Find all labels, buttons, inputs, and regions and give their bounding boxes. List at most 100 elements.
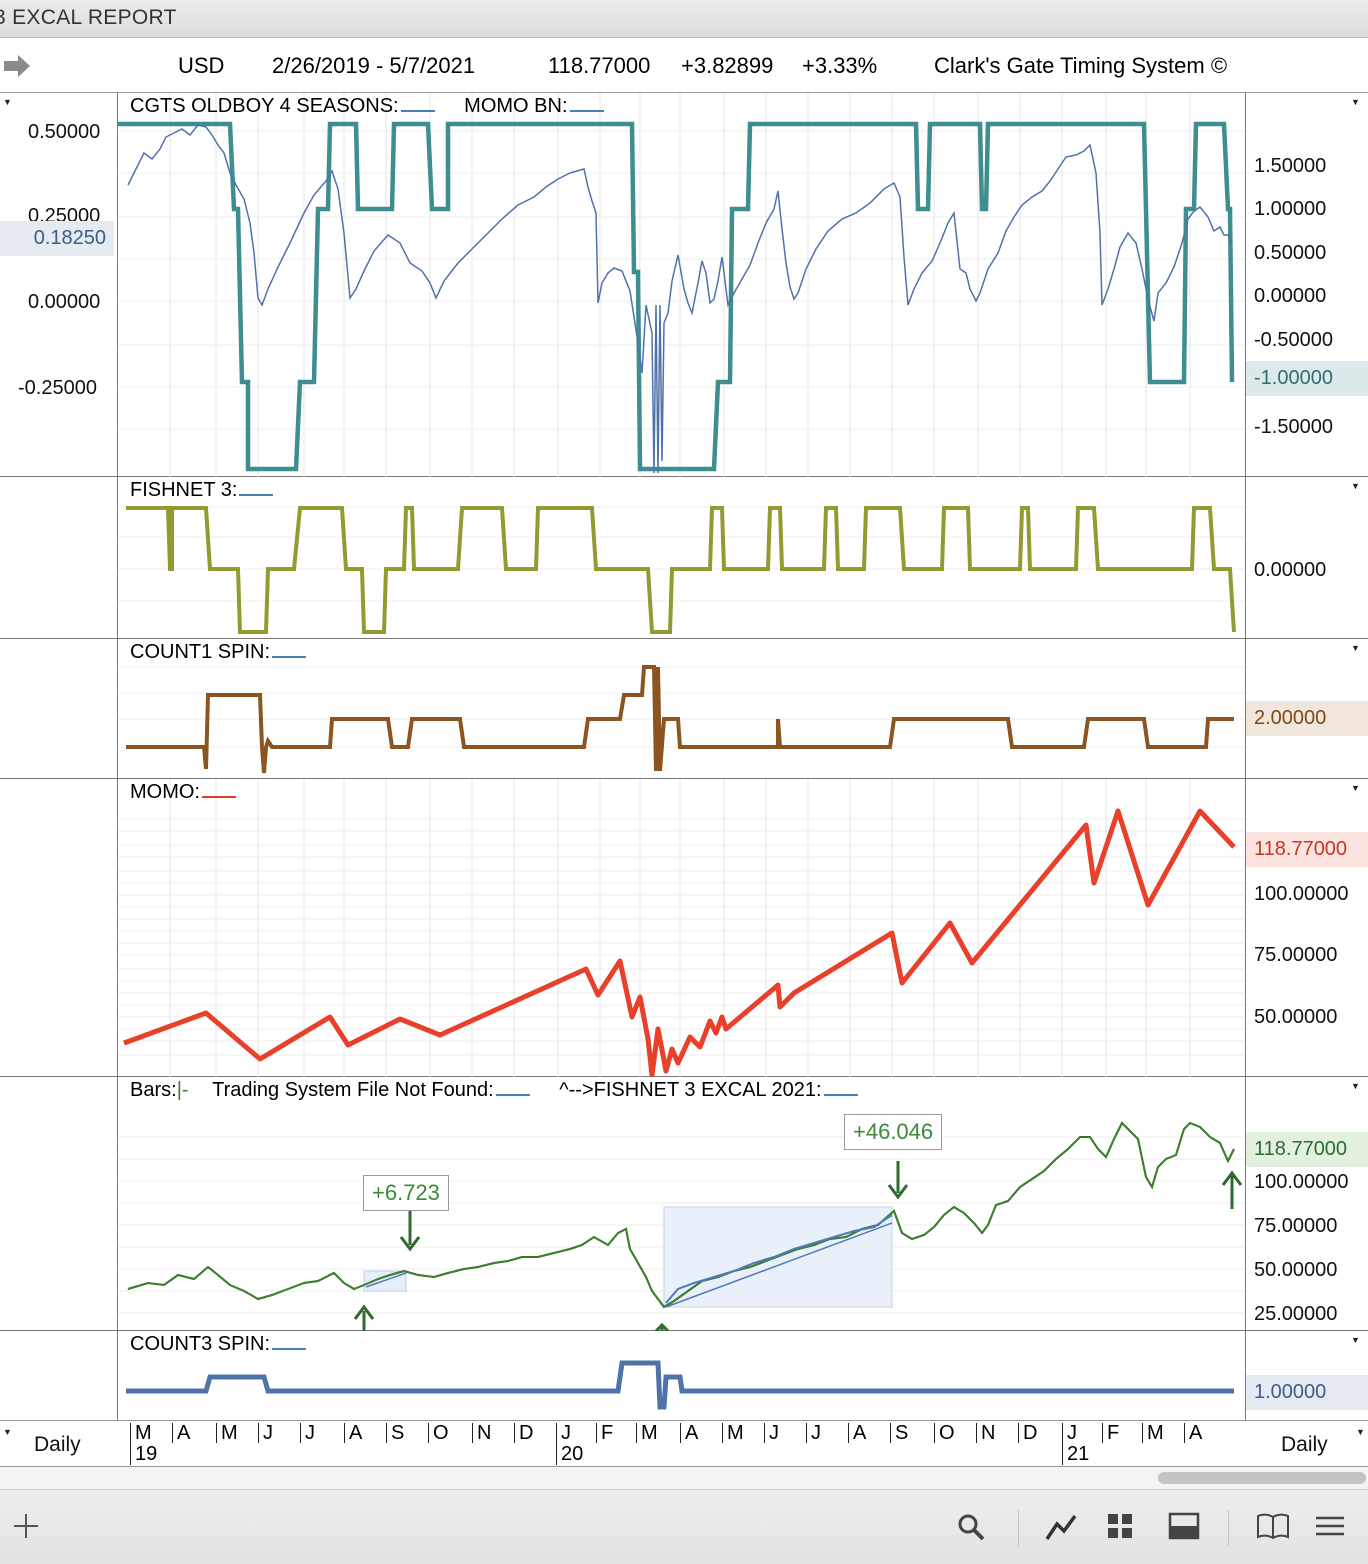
left-axis-tick: -0.25000 — [18, 377, 97, 399]
fishnet-label: FISHNET 3: — [130, 479, 238, 501]
oldboy-chart — [118, 93, 1245, 477]
pane-momo-label: MOMO: — [130, 781, 236, 804]
horizontal-scrollbar[interactable] — [0, 1467, 1368, 1489]
year-tick: 20 — [556, 1443, 583, 1465]
month-tick: D — [514, 1423, 533, 1443]
time-axis: ▼ Daily ▼ Daily M A M J J A S O N D J F … — [0, 1421, 1368, 1467]
right-axis-tick: 0.50000 — [1254, 242, 1327, 264]
pane-count1-label: COUNT1 SPIN: — [130, 641, 307, 664]
pane-menu-right-icon[interactable]: ▼ — [1351, 643, 1360, 653]
month-tick: N — [472, 1423, 491, 1443]
right-value-tag: 118.77000 — [1246, 1132, 1368, 1167]
year-tick: 19 — [130, 1443, 157, 1465]
menu-icon[interactable] — [1314, 1512, 1346, 1540]
right-value-tag: -1.00000 — [1246, 361, 1368, 396]
axis-menu-left-icon[interactable]: ▼ — [3, 1427, 12, 1437]
search-icon[interactable] — [956, 1512, 986, 1542]
toolbar-divider — [1018, 1510, 1019, 1546]
count3-chart — [126, 1360, 1234, 1410]
month-tick: A — [680, 1423, 698, 1443]
right-axis-tick: 50.00000 — [1254, 1006, 1338, 1028]
right-value-tag: 118.77000 — [1246, 832, 1368, 867]
price-bars-chart — [118, 1121, 1245, 1331]
panel-icon[interactable] — [1168, 1512, 1200, 1540]
pane-oldboy[interactable]: ▼ ▼ CGTS OLDBOY 4 SEASONS: MOMO BN: 0.50… — [0, 93, 1368, 477]
period-selector-right[interactable]: Daily — [1281, 1433, 1328, 1456]
month-tick: F — [596, 1423, 613, 1443]
right-axis-tick: -0.50000 — [1254, 329, 1333, 351]
down-arrow-icon — [887, 1161, 909, 1200]
grid-icon[interactable] — [1106, 1512, 1134, 1540]
add-icon[interactable] — [12, 1512, 40, 1540]
month-tick: A — [344, 1423, 362, 1443]
period-selector-left[interactable]: Daily — [34, 1433, 81, 1456]
pane-menu-left-icon[interactable]: ▼ — [3, 97, 12, 107]
month-tick: M — [1142, 1423, 1164, 1443]
right-axis-tick: 1.50000 — [1254, 155, 1327, 177]
line-chart-icon[interactable] — [1044, 1512, 1078, 1542]
count1-label: COUNT1 SPIN: — [130, 641, 271, 663]
oldboy-value-blank — [400, 96, 435, 112]
momo-bn-line — [127, 124, 1233, 474]
last-price: 118.77000 — [548, 53, 651, 78]
oldboy-seasons-line — [118, 121, 1235, 472]
pane-fishnet[interactable]: ▼ FISHNET 3: 0.00000 — [0, 477, 1368, 639]
month-tick: M — [636, 1423, 658, 1443]
pane-momo[interactable]: ▼ MOMO: 118.77000 100.00000 75.00000 50 — [0, 779, 1368, 1077]
month-tick: S — [386, 1423, 404, 1443]
right-axis-tick: 75.00000 — [1254, 1215, 1338, 1237]
bottom-toolbar — [0, 1489, 1368, 1564]
title-bar: 3 EXCAL REPORT — [0, 0, 1368, 38]
month-tick: A — [1184, 1423, 1202, 1443]
bars-style-value[interactable]: |- — [176, 1079, 189, 1101]
count1-chart — [118, 665, 1245, 774]
right-axis-tick: 100.00000 — [1254, 1171, 1349, 1193]
axis-menu-right-icon[interactable]: ▼ — [1356, 1427, 1365, 1437]
month-tick: J — [1062, 1423, 1077, 1443]
momo-value-blank — [202, 782, 236, 798]
arrow-right-icon[interactable] — [2, 53, 32, 79]
pane-menu-right-icon[interactable]: ▼ — [1351, 1081, 1360, 1091]
right-axis-tick: 50.00000 — [1254, 1259, 1338, 1281]
right-axis-tick: 0.00000 — [1254, 285, 1327, 307]
system-name: Clark's Gate Timing System © — [934, 53, 1228, 78]
pane-menu-right-icon[interactable]: ▼ — [1351, 481, 1360, 491]
month-tick: J — [764, 1423, 779, 1443]
right-axis-tick: 1.00000 — [1254, 198, 1327, 220]
book-icon[interactable] — [1256, 1512, 1290, 1540]
right-axis-tick: 0.00000 — [1254, 559, 1327, 581]
fishnet-excal-blank — [823, 1080, 858, 1096]
pane-menu-right-icon[interactable]: ▼ — [1351, 783, 1360, 793]
pane-count3[interactable]: ▼ COUNT3 SPIN: 1.00000 — [0, 1331, 1368, 1421]
price-change: +3.82899 — [681, 53, 774, 78]
pane-oldboy-label: CGTS OLDBOY 4 SEASONS: MOMO BN: — [130, 95, 604, 118]
up-arrow-icon — [1221, 1170, 1243, 1209]
fishnet-value-blank — [239, 480, 274, 496]
month-tick: O — [428, 1423, 449, 1443]
year-tick: 21 — [1062, 1443, 1089, 1465]
up-arrow-icon — [353, 1304, 375, 1331]
up-arrow-icon — [654, 1322, 670, 1331]
momo-bn-label: MOMO BN: — [464, 95, 568, 117]
right-value-tag: 1.00000 — [1246, 1375, 1368, 1410]
pane-bars[interactable]: ▼ Bars:|- Trading System File Not Found:… — [0, 1077, 1368, 1331]
fishnet-excal-label: ^-->FISHNET 3 EXCAL 2021: — [559, 1079, 822, 1101]
pane-menu-right-icon[interactable]: ▼ — [1351, 1335, 1360, 1345]
trading-system-label: Trading System File Not Found: — [212, 1079, 494, 1101]
month-tick: M — [722, 1423, 744, 1443]
right-value-tag: 2.00000 — [1246, 701, 1368, 736]
right-axis-tick: -1.50000 — [1254, 416, 1333, 438]
month-tick: S — [890, 1423, 908, 1443]
trade-trendline — [665, 1222, 893, 1308]
month-tick: A — [172, 1423, 190, 1443]
fishnet-chart — [118, 506, 1245, 634]
left-axis-tick: 0.00000 — [28, 291, 101, 313]
window-title: 3 EXCAL REPORT — [0, 6, 177, 29]
scrollbar-thumb[interactable] — [1158, 1472, 1366, 1484]
pane-count1[interactable]: ▼ COUNT1 SPIN: 2.00000 — [0, 639, 1368, 779]
count1-value-blank — [272, 642, 307, 658]
momo-label: MOMO: — [130, 781, 200, 803]
oldboy-label: CGTS OLDBOY 4 SEASONS: — [130, 95, 399, 117]
count1-line — [126, 665, 1234, 774]
pane-menu-right-icon[interactable]: ▼ — [1351, 97, 1360, 107]
